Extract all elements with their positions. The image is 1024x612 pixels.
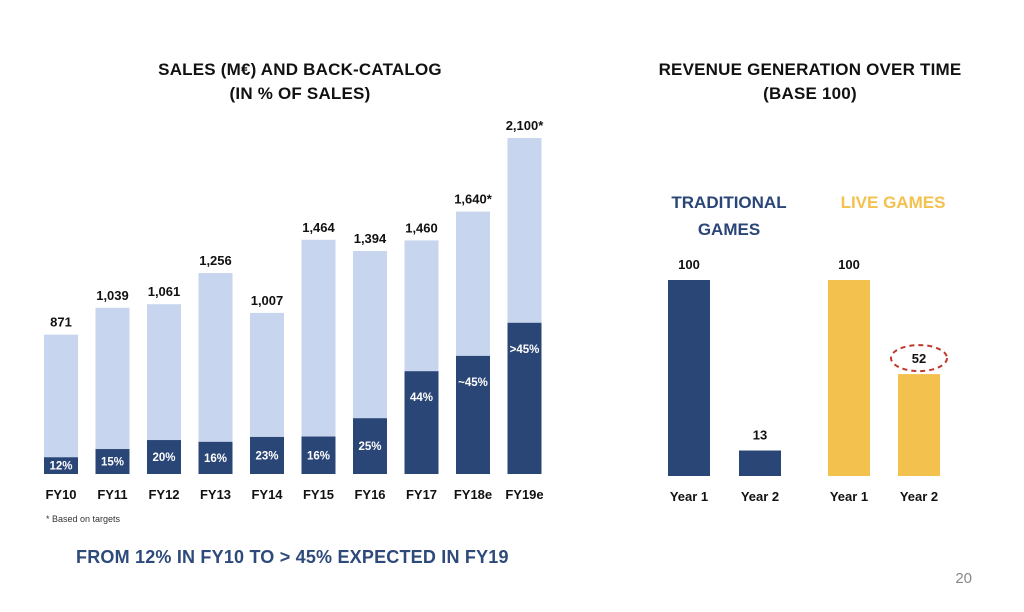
revenue-group-label: TRADITIONAL [671,193,786,212]
sales-bar-back-catalog [404,371,439,474]
revenue-chart-title: REVENUE GENERATION OVER TIME (BASE 100) [600,58,1020,106]
sales-bar-total [95,307,130,474]
sales-bar-back-catalog [44,457,78,474]
highlight-circle [890,344,948,373]
sales-category-label: FY15 [303,487,334,502]
sales-total-label: 1,256 [199,253,232,268]
sales-bar-total [198,273,233,474]
sales-back-catalog-label: 15% [101,457,124,469]
revenue-category-label: Year 1 [830,489,868,504]
revenue-value-label: 13 [753,428,767,443]
sales-bar-back-catalog [95,449,130,474]
revenue-value-label: 100 [838,257,860,272]
revenue-value-label: 100 [678,257,700,272]
sales-total-label: 1,640* [454,192,493,207]
revenue-bar [828,280,870,476]
sales-category-label: FY10 [45,487,76,502]
revenue-value-label: 52 [912,351,926,366]
sales-category-label: FY13 [200,487,231,502]
sales-total-label: 1,039 [96,288,129,303]
sales-back-catalog-label: 12% [49,461,72,473]
sales-category-label: FY18e [454,487,492,502]
sales-bar-total [44,334,78,474]
sales-back-catalog-label: 25% [358,441,381,453]
sales-back-catalog-label: 44% [410,392,433,404]
revenue-category-label: Year 2 [900,489,938,504]
sales-category-label: FY12 [148,487,179,502]
revenue-group-label: GAMES [698,220,760,239]
sales-back-catalog-label: 16% [204,453,227,465]
sales-bar-back-catalog [147,440,181,474]
sales-category-label: FY14 [251,487,283,502]
revenue-bar [668,280,710,476]
sales-chart-subtitle: (IN % OF SALES) [229,84,371,103]
revenue-bar [898,374,940,476]
revenue-category-label: Year 2 [741,489,779,504]
sales-category-label: FY17 [406,487,437,502]
sales-total-label: 1,007 [251,293,284,308]
sales-bar-back-catalog [250,436,284,474]
sales-back-catalog-label: >45% [510,344,540,356]
sales-total-label: 871 [50,315,72,330]
sales-bar-back-catalog [353,418,387,474]
sales-total-label: 2,100* [506,118,545,133]
sales-total-label: 1,394 [354,231,387,246]
sales-chart-title: SALES (M€) AND BACK-CATALOG (IN % OF SAL… [40,58,560,106]
sales-category-label: FY19e [505,487,543,502]
sales-bar-back-catalog [301,436,336,474]
footnote: * Based on targets [46,514,121,524]
revenue-chart: TRADITIONAL GAMES 100 Year 1 13 Year 2 LIVE GA… [668,193,948,504]
sales-category-label: FY11 [97,487,127,502]
sales-bar-back-catalog [198,441,233,474]
sales-total-label: 1,460 [405,220,438,235]
sales-total-label: 1,061 [148,284,181,299]
sales-back-catalog-label: 23% [255,450,278,462]
revenue-chart-title-line1: REVENUE GENERATION OVER TIME [658,60,962,79]
sales-chart: 871 12% FY10 1,039 15% FY11 1,061 20% FY12 1,256 1… [44,118,544,502]
sales-total-label: 1,464 [302,220,335,235]
sales-back-catalog-label: 20% [152,452,175,464]
revenue-bar [739,450,781,476]
sales-back-catalog-label: 16% [307,450,330,462]
conclusion-text: FROM 12% IN FY10 TO > 45% EXPECTED IN FY… [76,547,509,567]
page-number: 20 [955,570,972,587]
revenue-chart-subtitle: (BASE 100) [763,84,857,103]
sales-back-catalog-label: ~45% [458,377,488,389]
sales-chart-title-line1: SALES (M€) AND BACK-CATALOG [158,60,442,79]
sales-bar-back-catalog [456,355,490,474]
sales-bar-back-catalog [507,322,542,474]
sales-category-label: FY16 [354,487,385,502]
revenue-category-label: Year 1 [670,489,708,504]
sales-bar-total [301,239,336,474]
revenue-group-label: LIVE GAMES [841,193,946,212]
